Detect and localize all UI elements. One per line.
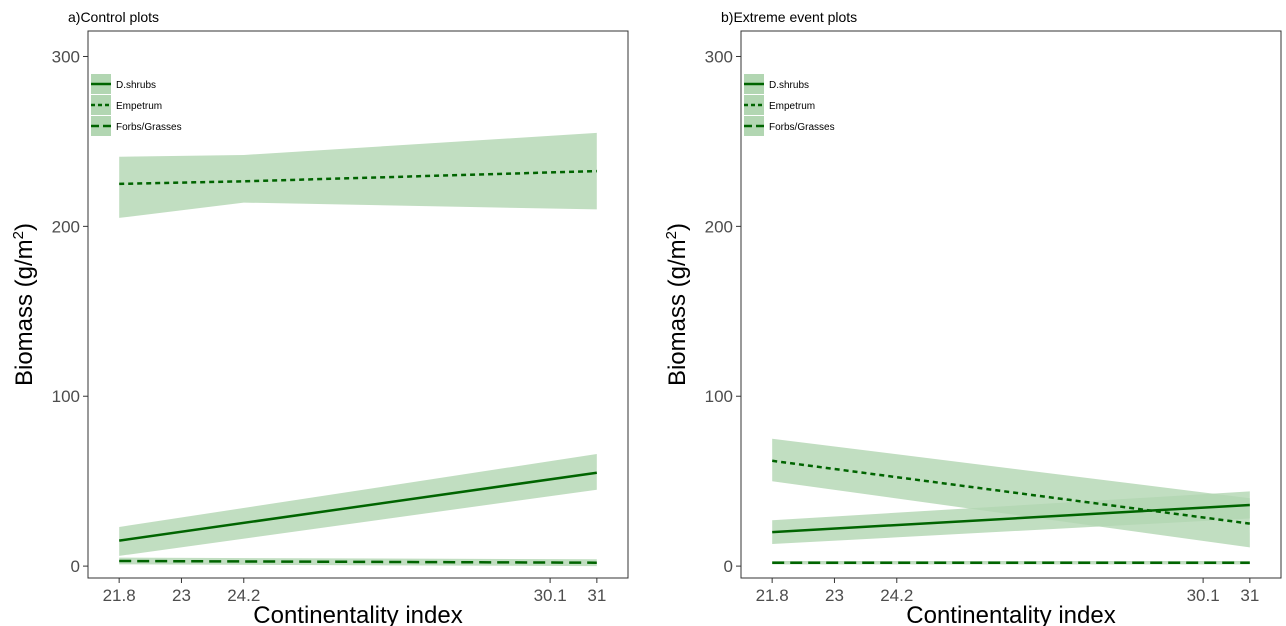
y-axis-title-main: Biomass (g/m [664,239,691,386]
ci-band-d-shrubs [119,454,597,556]
legend-key-background [91,116,111,136]
y-axis-title-superscript: 2 [663,231,680,239]
x-tick-label: 21.8 [756,586,789,605]
y-tick-label: 100 [52,387,80,406]
x-tick-label: 31 [587,586,606,605]
x-tick-label: 30.1 [534,586,567,605]
legend-label: Empetrum [769,101,815,112]
y-axis-title: Biomass (g/m2) [10,223,38,386]
series-line-empetrum [119,169,597,186]
y-tick-label: 200 [705,217,733,236]
y-tick-label: 200 [52,217,80,236]
y-axis-title-main: Biomass (g/m [11,239,38,386]
y-axis-title: Biomass (g/m2) [663,223,691,386]
series-line-forbs-grasses [119,559,597,564]
x-axis-title: Continentality index [906,602,1115,626]
x-tick-label: 23 [825,586,844,605]
panel-control-plots: a)Control plots D.shrubs Empetrum Forbs/Gra… [10,9,629,626]
x-tick-label: 21.8 [103,586,136,605]
y-axis-title-superscript: 2 [10,231,27,239]
legend-label: Forbs/Grasses [116,122,182,133]
x-tick-label: 30.1 [1187,586,1220,605]
panel-title: a)Control plots [68,9,159,25]
legend-key-background [744,116,764,136]
legend-label: D.shrubs [769,80,809,91]
legend-label: Empetrum [116,101,162,112]
x-tick-label: 24.2 [880,586,913,605]
legend-label: D.shrubs [116,80,156,91]
y-tick-label: 300 [705,47,733,66]
x-tick-label: 31 [1240,586,1259,605]
y-tick-label: 0 [724,557,733,576]
series-line-d-shrubs [119,471,597,542]
plot-frame [87,30,629,579]
x-tick-label: 23 [172,586,191,605]
ci-band-empetrum [772,438,1250,548]
panel-title: b)Extreme event plots [721,9,857,25]
ci-band-empetrum [119,132,597,218]
plot-frame [740,30,1282,579]
series-line-d-shrubs [772,503,1250,534]
legend-label: Forbs/Grasses [769,122,835,133]
y-tick-label: 0 [71,557,80,576]
x-axis-title: Continentality index [253,602,462,626]
y-axis-title-close: ) [11,223,38,231]
panel-extreme-event-plots: b)Extreme event plots D.shrubs Empetrum For… [663,9,1282,626]
y-tick-label: 300 [52,47,80,66]
y-tick-label: 100 [705,387,733,406]
y-axis-title-close: ) [664,223,691,231]
x-tick-label: 24.2 [227,586,260,605]
